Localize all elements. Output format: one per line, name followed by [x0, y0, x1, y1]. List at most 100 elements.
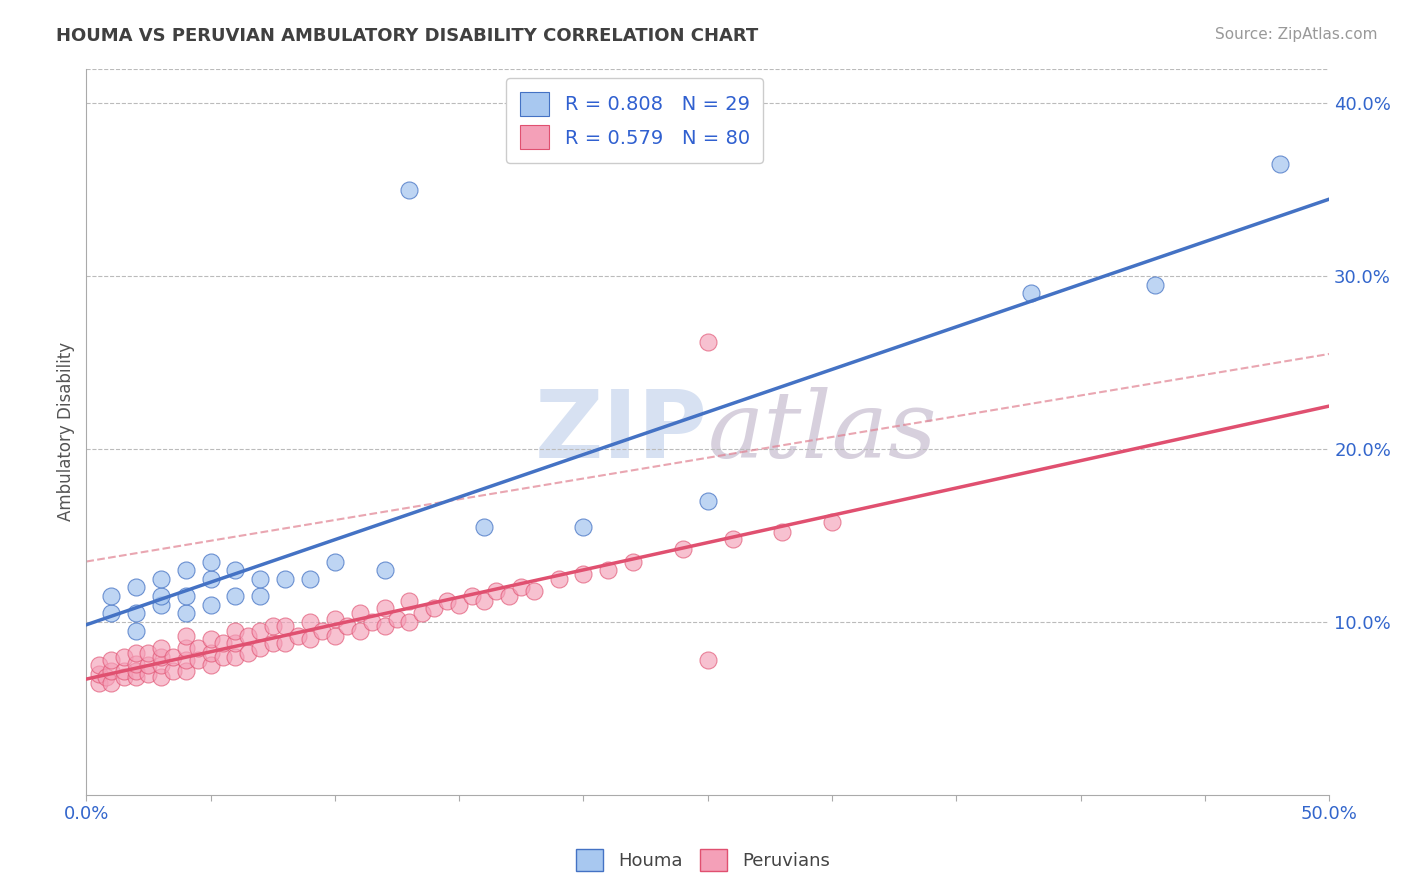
Point	[274, 636, 297, 650]
Point	[311, 624, 333, 638]
Point	[138, 658, 160, 673]
Point	[200, 555, 222, 569]
Point	[249, 640, 271, 655]
Point	[174, 640, 197, 655]
Point	[721, 532, 744, 546]
Point	[100, 589, 122, 603]
Point	[436, 594, 458, 608]
Point	[187, 653, 209, 667]
Point	[162, 649, 184, 664]
Point	[287, 629, 309, 643]
Point	[162, 664, 184, 678]
Point	[236, 629, 259, 643]
Point	[274, 572, 297, 586]
Point	[224, 636, 246, 650]
Point	[498, 589, 520, 603]
Point	[125, 607, 148, 621]
Point	[460, 589, 482, 603]
Point	[299, 632, 322, 647]
Point	[224, 563, 246, 577]
Point	[100, 664, 122, 678]
Y-axis label: Ambulatory Disability: Ambulatory Disability	[58, 343, 75, 521]
Point	[200, 572, 222, 586]
Point	[249, 589, 271, 603]
Text: ZIP: ZIP	[534, 386, 707, 478]
Point	[349, 607, 371, 621]
Point	[112, 649, 135, 664]
Point	[361, 615, 384, 629]
Point	[200, 632, 222, 647]
Legend: Houma, Peruvians: Houma, Peruvians	[569, 842, 837, 879]
Point	[100, 607, 122, 621]
Point	[485, 583, 508, 598]
Point	[200, 646, 222, 660]
Point	[385, 612, 408, 626]
Point	[174, 607, 197, 621]
Point	[449, 598, 471, 612]
Point	[262, 636, 284, 650]
Point	[125, 581, 148, 595]
Point	[323, 555, 346, 569]
Point	[200, 658, 222, 673]
Point	[112, 664, 135, 678]
Point	[572, 520, 595, 534]
Point	[472, 520, 495, 534]
Point	[149, 572, 172, 586]
Point	[149, 598, 172, 612]
Point	[374, 601, 396, 615]
Point	[323, 629, 346, 643]
Point	[224, 589, 246, 603]
Point	[1144, 277, 1167, 292]
Point	[249, 624, 271, 638]
Point	[87, 675, 110, 690]
Point	[149, 658, 172, 673]
Point	[510, 581, 533, 595]
Point	[398, 594, 420, 608]
Point	[672, 542, 695, 557]
Point	[87, 667, 110, 681]
Point	[398, 615, 420, 629]
Point	[174, 629, 197, 643]
Point	[112, 670, 135, 684]
Point	[125, 646, 148, 660]
Point	[149, 640, 172, 655]
Text: atlas: atlas	[707, 387, 938, 477]
Point	[200, 598, 222, 612]
Point	[336, 618, 359, 632]
Point	[224, 624, 246, 638]
Point	[187, 640, 209, 655]
Point	[149, 649, 172, 664]
Point	[547, 572, 569, 586]
Point	[398, 183, 420, 197]
Point	[212, 636, 235, 650]
Point	[374, 563, 396, 577]
Point	[138, 646, 160, 660]
Point	[349, 624, 371, 638]
Point	[174, 653, 197, 667]
Point	[149, 589, 172, 603]
Point	[87, 658, 110, 673]
Point	[149, 670, 172, 684]
Text: HOUMA VS PERUVIAN AMBULATORY DISABILITY CORRELATION CHART: HOUMA VS PERUVIAN AMBULATORY DISABILITY …	[56, 27, 758, 45]
Point	[224, 649, 246, 664]
Point	[96, 670, 118, 684]
Point	[174, 664, 197, 678]
Point	[323, 612, 346, 626]
Point	[125, 657, 148, 671]
Point	[236, 646, 259, 660]
Point	[138, 667, 160, 681]
Point	[411, 607, 433, 621]
Point	[100, 653, 122, 667]
Point	[423, 601, 446, 615]
Point	[696, 494, 718, 508]
Point	[249, 572, 271, 586]
Point	[696, 653, 718, 667]
Point	[572, 566, 595, 581]
Point	[262, 618, 284, 632]
Point	[299, 572, 322, 586]
Point	[523, 583, 546, 598]
Point	[770, 525, 793, 540]
Point	[821, 515, 844, 529]
Text: Source: ZipAtlas.com: Source: ZipAtlas.com	[1215, 27, 1378, 42]
Legend: R = 0.808   N = 29, R = 0.579   N = 80: R = 0.808 N = 29, R = 0.579 N = 80	[506, 78, 763, 162]
